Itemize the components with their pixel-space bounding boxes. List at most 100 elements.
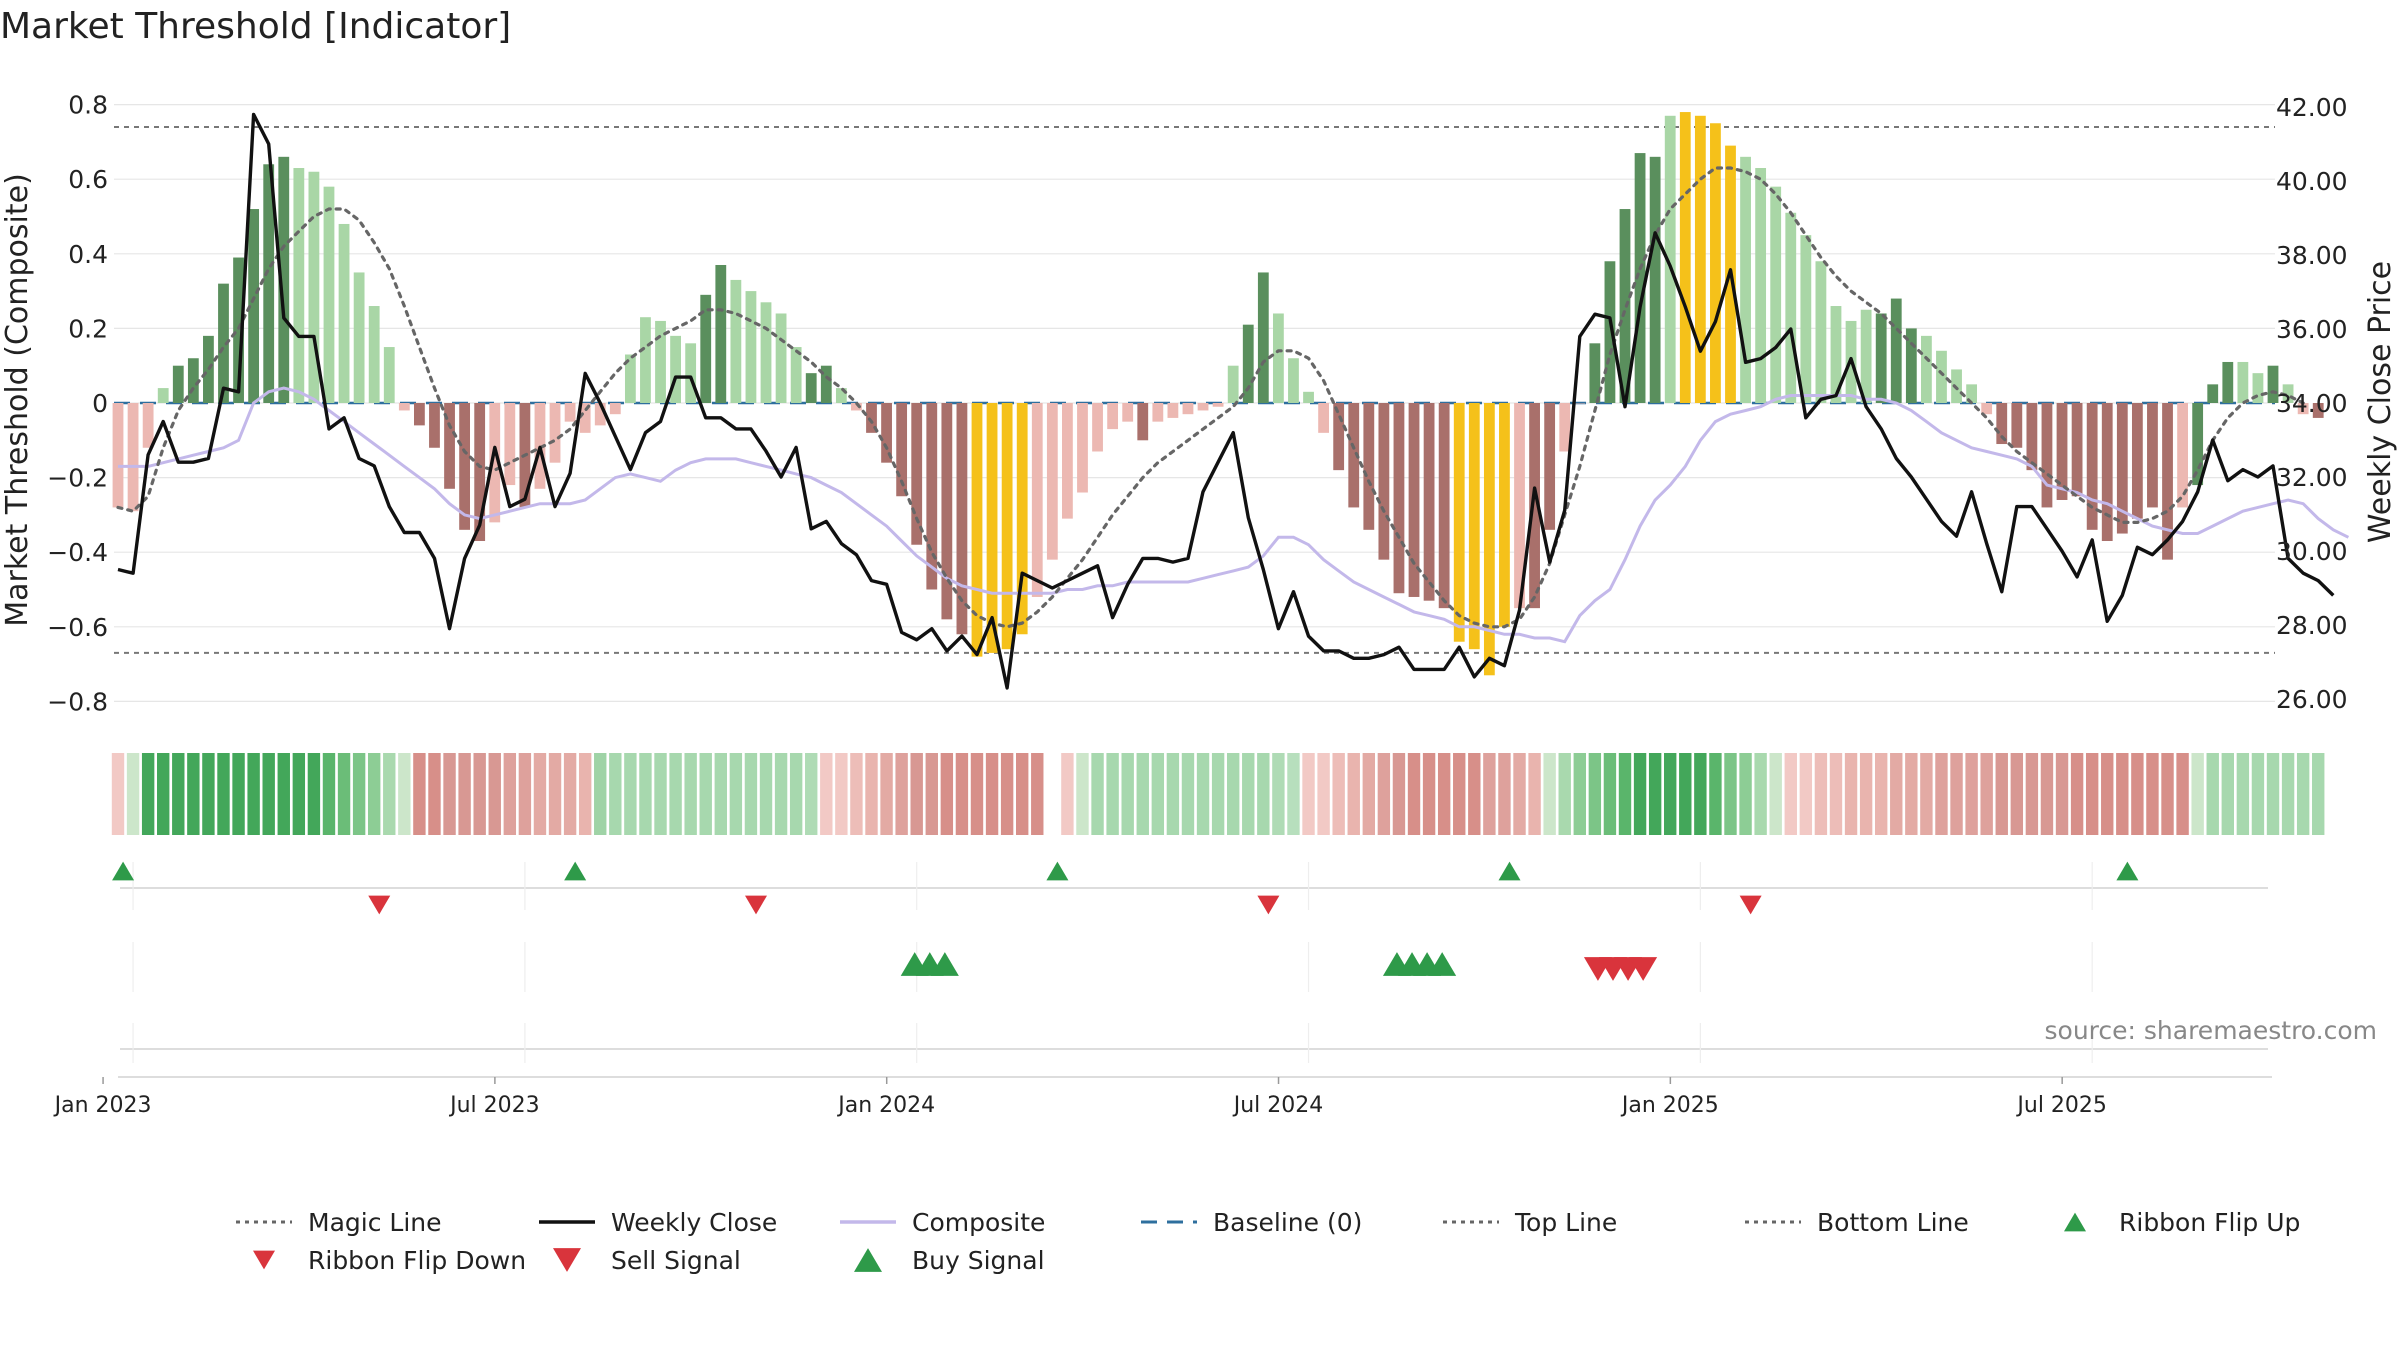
ribbon-cell (126, 753, 140, 835)
ribbon-cell (187, 753, 200, 835)
legend-item: Magic Line (236, 1208, 442, 1237)
ribbon-cell (1724, 753, 1737, 835)
date-tick-label: Jan 2025 (1620, 1093, 1719, 1118)
composite-bar (1438, 403, 1450, 609)
composite-bar (112, 403, 124, 508)
composite-bar (866, 403, 877, 433)
composite-bar (820, 365, 832, 403)
ribbon-cell (2085, 753, 2099, 835)
composite-bar (1031, 403, 1043, 597)
legend-swatch (854, 1248, 882, 1272)
ribbon-cell (1483, 753, 1496, 835)
ribbon-cell (413, 753, 426, 835)
ribbon-cell (910, 753, 923, 835)
legend-item: Composite (840, 1208, 1045, 1237)
composite-bar (1770, 186, 1782, 403)
ribbon-cell (669, 753, 682, 835)
composite-bar (1905, 328, 1917, 403)
composite-bar (655, 320, 666, 403)
ribbon-cell (2281, 753, 2295, 835)
legend-label: Composite (912, 1208, 1045, 1237)
composite-bar (1664, 115, 1676, 403)
composite-bar (1408, 403, 1420, 597)
composite-bar (715, 264, 727, 403)
date-tick-label: Jul 2024 (1232, 1093, 1324, 1118)
ribbon-cell (2070, 753, 2084, 835)
composite-bar (851, 403, 862, 411)
ribbon-cell (2221, 753, 2234, 835)
ribbon-cell (925, 753, 938, 835)
composite-bar (1710, 123, 1721, 403)
composite-bar (2116, 403, 2128, 534)
ribbon-cell (232, 753, 245, 835)
composite-bar (549, 403, 561, 463)
ribbon-cell (548, 753, 562, 835)
composite-bar (745, 291, 757, 403)
composite-bar (2222, 361, 2234, 403)
ribbon-cell (1437, 753, 1451, 835)
ribbon-cell (1588, 753, 1602, 835)
composite-bar (1559, 403, 1571, 452)
composite-bar (414, 403, 425, 426)
ribbon-cell (2101, 753, 2114, 835)
date-tick-label: Jul 2025 (2015, 1093, 2107, 1118)
ribbon-cell (2116, 753, 2129, 835)
ribbon-cell (428, 753, 441, 835)
ribbon-flip-up-marker (2116, 861, 2139, 881)
composite-bar (1348, 403, 1360, 508)
ribbon-cell (714, 753, 727, 835)
composite-bar (1981, 403, 1993, 415)
composite-bar (2192, 403, 2204, 486)
legend-label: Baseline (0) (1213, 1208, 1362, 1237)
ribbon-cell (1347, 753, 1360, 835)
composite-bar (1107, 403, 1119, 430)
composite-bar (353, 272, 365, 403)
composite-bar (971, 403, 983, 657)
composite-bar (624, 354, 636, 403)
composite-bar (1197, 403, 1209, 411)
composite-bar (1649, 156, 1661, 403)
ribbon-cell (1076, 753, 1089, 835)
ribbon-cell (1573, 753, 1586, 835)
ribbon-cell (1151, 753, 1165, 835)
left-tick-label: 0.6 (68, 165, 108, 194)
composite-bar (2147, 403, 2158, 508)
ribbon-cell (578, 753, 592, 835)
composite-bar (911, 403, 923, 545)
ribbon-cell (654, 753, 667, 835)
left-axis-ticks: 0.8 0.6 0.4 0.2 0 −0.2 −0.4 −0.6 −0.8 (47, 91, 108, 717)
composite-bar (926, 403, 938, 590)
ribbon-cell (1995, 753, 2008, 835)
ribbon-cell (2010, 753, 2024, 835)
ribbon-cell (337, 753, 351, 835)
right-tick-label: 30.00 (2276, 537, 2348, 566)
ribbon-cell (1890, 753, 1903, 835)
composite-bar (127, 403, 139, 512)
composite-bar (1062, 403, 1073, 519)
ribbon-cell (1332, 753, 1345, 835)
composite-bar (2071, 403, 2083, 497)
ribbon-cell (1181, 753, 1195, 835)
composite-bar (760, 302, 772, 403)
composite-bar (1604, 261, 1616, 403)
ribbon-cell (639, 753, 652, 835)
ribbon-cell (1980, 753, 1993, 835)
ribbon-cell (1453, 753, 1466, 835)
ribbon-cell (2236, 753, 2250, 835)
composite-bar (2177, 403, 2188, 508)
legend-label: Top Line (1514, 1208, 1617, 1237)
left-tick-label: −0.2 (47, 464, 108, 493)
ribbon-cell (1799, 753, 1813, 835)
ribbon-cell (247, 753, 260, 835)
composite-bar (1046, 403, 1058, 560)
ribbon-cell (684, 753, 697, 835)
composite-bar (2101, 403, 2113, 542)
ribbon-cell (383, 753, 396, 835)
right-tick-label: 36.00 (2276, 315, 2348, 344)
composite-bar (2041, 403, 2053, 508)
ribbon-cell (1543, 753, 1556, 835)
composite-bar (1966, 384, 1978, 403)
ribbon-cell (111, 753, 125, 835)
ribbon-cell (805, 753, 818, 835)
composite-bar (805, 373, 817, 403)
